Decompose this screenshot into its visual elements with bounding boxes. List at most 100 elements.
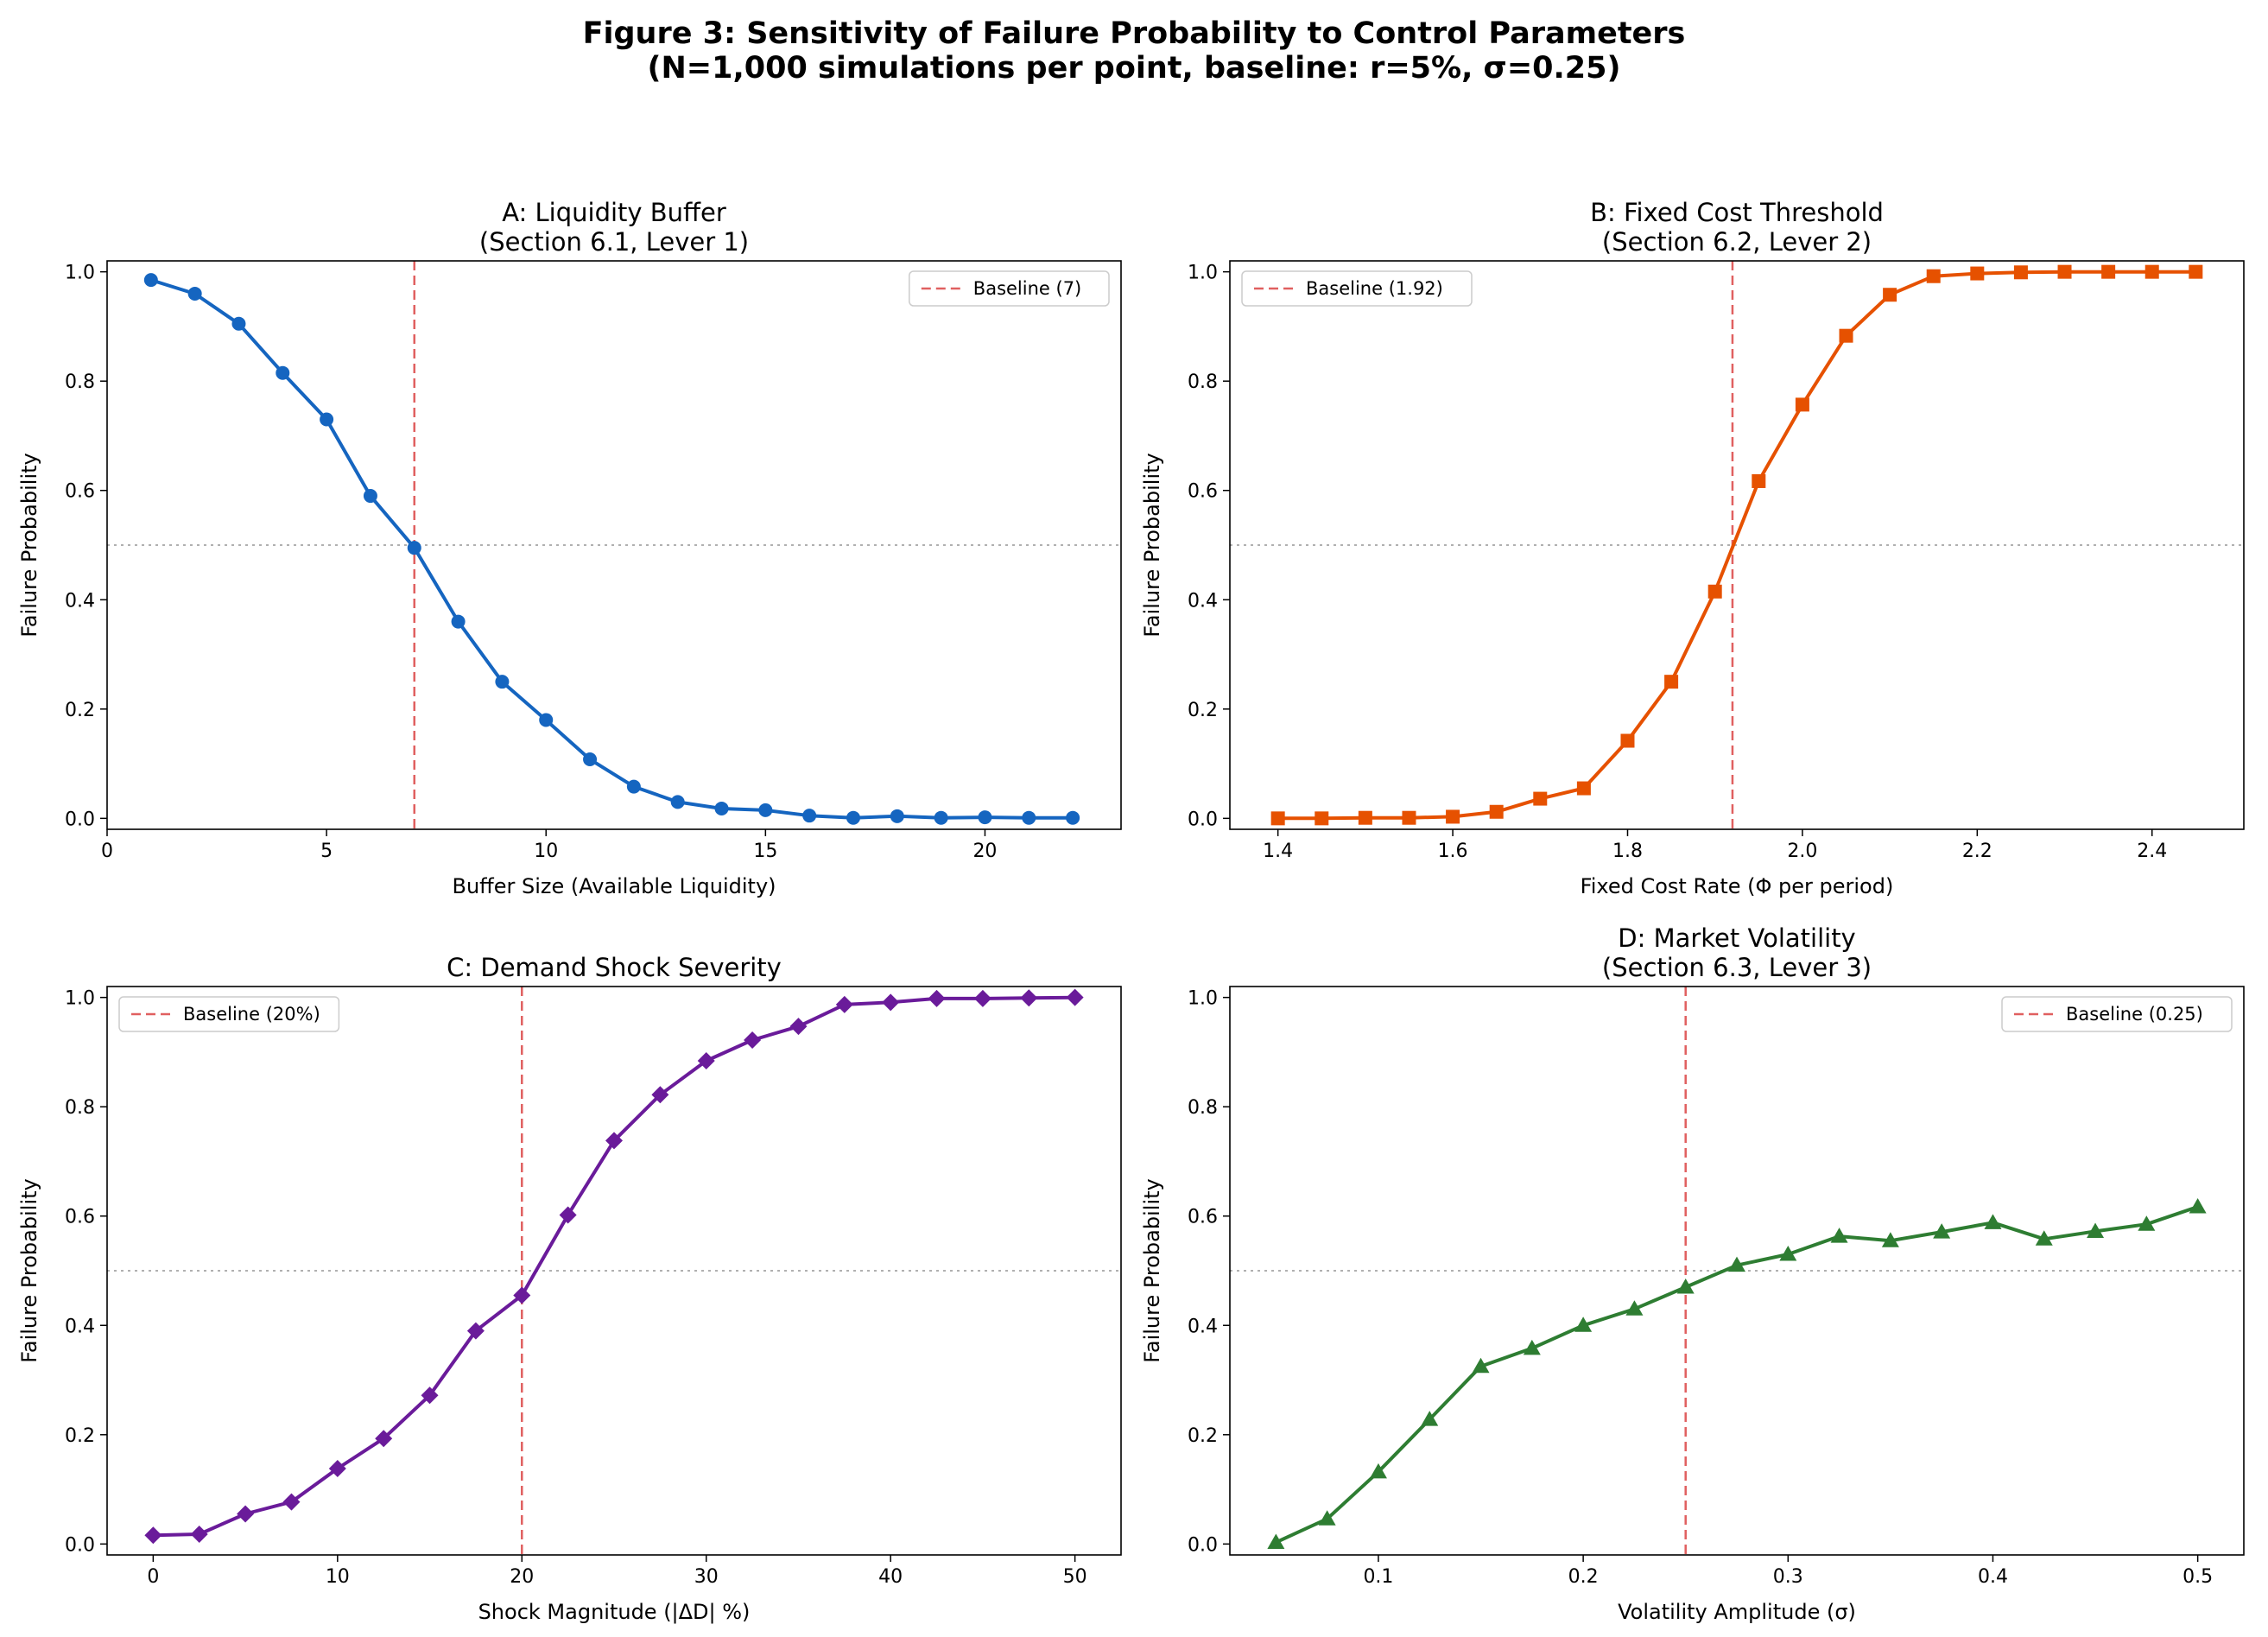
panel-c-point-16 (835, 995, 853, 1013)
panel-b-ytick-label-2: 0.2 (1188, 700, 1218, 721)
panel-b-point-1 (1270, 811, 1285, 826)
panel-d: D: Market Volatility(Section 6.3, Lever … (1140, 923, 2245, 1624)
panel-a-ytick-label-5: 0.8 (65, 371, 95, 393)
panel-d-xtick-label-5: 0.5 (2182, 1566, 2213, 1588)
panel-b-data-layer (1230, 261, 2244, 829)
panel-d-point-5 (1472, 1357, 1490, 1374)
figure-title-line2: (N=1,000 simulations per point, baseline… (647, 51, 1620, 86)
panel-a-xtick-label-4: 15 (753, 841, 777, 862)
panel-a-point-8 (451, 614, 466, 629)
panel-d-title-line2: (Section 6.3, Lever 3) (1602, 953, 1872, 982)
panel-b-series-line (1277, 270, 2196, 821)
panel-d-legend-box (2001, 996, 2233, 1032)
panel-d-point-4 (1421, 1411, 1439, 1426)
panel-d-title-line1: D: Market Volatility (1618, 923, 1855, 953)
panel-d-xtick-label-3: 0.3 (1773, 1566, 1803, 1588)
panel-a-point-6 (363, 489, 377, 504)
panel-c-ytick-label-1: 0.0 (65, 1534, 95, 1556)
panel-b-point-21 (2144, 264, 2159, 279)
panel-d-point-17 (2087, 1222, 2105, 1238)
panel-b-point-7 (1533, 791, 1548, 806)
panel-c-point-3 (237, 1505, 255, 1523)
panel-c-xtick-label-4: 30 (694, 1566, 719, 1588)
panel-b-point-9 (1620, 733, 1635, 748)
panel-b-point-16 (1926, 269, 1941, 283)
panel-c-point-4 (282, 1493, 301, 1511)
panel-c-data-layer (107, 987, 1121, 1555)
panel-c-point-1 (144, 1526, 162, 1545)
panel-d-ytick-label-2: 0.2 (1188, 1425, 1218, 1447)
panel-b-title-line1: B: Fixed Cost Threshold (1590, 198, 1884, 227)
panel-b-xtick-label-4: 2.0 (1787, 841, 1817, 862)
panel-a-point-1 (143, 273, 158, 288)
panel-c-point-6 (375, 1430, 393, 1448)
panel-a-ytick-label-3: 0.4 (65, 590, 95, 612)
panel-d-point-13 (1881, 1232, 1899, 1247)
panel-d-xtick-label-1: 0.1 (1363, 1566, 1393, 1588)
panel-d-ytick-label-3: 0.4 (1188, 1316, 1218, 1337)
panel-b-ytick-label-1: 0.0 (1188, 809, 1218, 830)
panel-b-point-8 (1576, 781, 1591, 796)
panel-a-point-21 (1022, 810, 1036, 825)
panel-a-point-7 (407, 541, 421, 555)
panel-a-point-2 (187, 286, 202, 301)
panel-c-title-line1: C: Demand Shock Severity (447, 953, 782, 982)
panel-c-point-8 (466, 1322, 485, 1340)
panel-c-xtick-label-5: 40 (878, 1566, 903, 1588)
panel-c-point-12 (651, 1086, 669, 1104)
panel-b-point-3 (1358, 810, 1372, 825)
panel-c-point-11 (605, 1132, 623, 1150)
panel-a-point-5 (320, 412, 334, 427)
panel-b-point-13 (1795, 397, 1809, 412)
panel-d-ytick-label-6: 1.0 (1188, 988, 1218, 1010)
panel-c-xtick-label-3: 20 (510, 1566, 534, 1588)
panel-a-axes-frame (106, 260, 1122, 830)
panel-c-ytick-label-2: 0.2 (65, 1425, 95, 1447)
panel-a-point-16 (802, 809, 817, 823)
panel-a-point-14 (714, 801, 729, 815)
panel-d-point-6 (1523, 1339, 1541, 1355)
panel-a-point-9 (495, 675, 510, 689)
panel-b-point-4 (1402, 810, 1416, 825)
panel-b-xtick-label-3: 1.8 (1612, 841, 1643, 862)
panel-d-xtick-label-4: 0.4 (1978, 1566, 2008, 1588)
panel-d-ylabel: Failure Probability (1140, 1178, 1164, 1362)
panel-c-axes-frame (106, 986, 1122, 1556)
panel-b-ytick-label-4: 0.6 (1188, 481, 1218, 503)
panel-d-point-1 (1267, 1533, 1285, 1549)
panel-b-xtick-label-2: 1.6 (1438, 841, 1468, 862)
panel-d-point-3 (1369, 1463, 1387, 1479)
panel-d-ytick-label-4: 0.6 (1188, 1207, 1218, 1228)
panel-a-legend-label: Baseline (7) (973, 278, 1081, 299)
panel-c-point-7 (421, 1386, 439, 1405)
panel-a-point-4 (276, 365, 290, 380)
panel-a-title-line2: (Section 6.1, Lever 1) (479, 227, 749, 257)
panel-a-legend-box (909, 270, 1110, 307)
panel-c-ytick-label-4: 0.6 (65, 1207, 95, 1228)
panel-b-xtick-label-1: 1.4 (1263, 841, 1293, 862)
panel-b-xlabel: Fixed Cost Rate (Φ per period) (1581, 874, 1894, 898)
panel-c-point-21 (1066, 988, 1084, 1006)
panel-c-point-17 (882, 993, 900, 1012)
panel-d-point-7 (1574, 1317, 1593, 1332)
panel-a-point-19 (934, 810, 948, 825)
panel-d-point-15 (1984, 1214, 2002, 1229)
panel-d-point-10 (1728, 1256, 1745, 1272)
panel-c: C: Demand Shock Severity 0 10 20 30 40 50 0.0 0.… (17, 953, 1122, 1624)
panel-c-point-10 (559, 1206, 577, 1224)
panels-container: A: Liquidity Buffer(Section 6.1, Lever 1… (17, 198, 2245, 1624)
panel-b-xtick-label-5: 2.2 (1962, 841, 1992, 862)
panel-c-point-5 (328, 1460, 346, 1478)
panel-a-point-20 (978, 810, 992, 825)
panel-b-ylabel: Failure Probability (1140, 453, 1164, 637)
panel-b: B: Fixed Cost Threshold(Section 6.2, Lev… (1140, 198, 2245, 898)
panel-b-point-10 (1664, 675, 1679, 689)
panel-b-point-2 (1315, 811, 1329, 826)
panel-b-xtick-label-6: 2.4 (2137, 841, 2167, 862)
panel-a-ytick-label-4: 0.6 (65, 481, 95, 503)
panel-b-title-line2: (Section 6.2, Lever 2) (1602, 227, 1872, 257)
panel-a-xtick-label-2: 5 (320, 841, 333, 862)
panel-b-point-11 (1707, 584, 1722, 599)
panel-a-point-11 (583, 752, 598, 767)
panel-d-data-layer (1230, 987, 2244, 1555)
